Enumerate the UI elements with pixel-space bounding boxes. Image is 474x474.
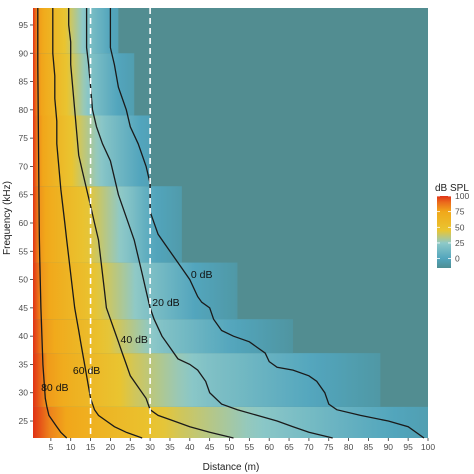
colorbar-tick-label: 100 <box>455 191 469 201</box>
colorbar-legend: dB SPL 100 75 50 25 0 <box>435 183 469 268</box>
x-tick-label: 100 <box>421 442 435 452</box>
y-tick-label: 30 <box>19 388 29 398</box>
colorbar-tick-label: 0 <box>455 254 460 264</box>
y-tick-label: 95 <box>19 20 29 30</box>
contour-label-80db: 80 dB <box>41 382 68 394</box>
frequency-band <box>33 319 294 354</box>
y-axis-title: Frequency (kHz) <box>2 181 13 255</box>
contour-label-20db: 20 dB <box>152 297 179 309</box>
y-tick-label: 50 <box>19 275 29 285</box>
contour-label-0db: 0 dB <box>191 269 213 281</box>
frequency-band <box>33 186 182 263</box>
colorbar-tick-label: 25 <box>455 238 465 248</box>
y-tick-label: 25 <box>19 416 29 426</box>
contour-label-40db: 40 dB <box>121 334 148 346</box>
colorbar <box>437 196 451 268</box>
x-tick-label: 85 <box>364 442 374 452</box>
x-tick-label: 80 <box>344 442 354 452</box>
legend-title: dB SPL <box>435 183 469 194</box>
frequency-band <box>33 115 151 187</box>
frequency-band <box>33 353 381 407</box>
x-tick-label: 45 <box>205 442 215 452</box>
y-tick-label: 90 <box>19 48 29 58</box>
y-tick-label: 75 <box>19 133 29 143</box>
frequency-band <box>33 53 135 116</box>
y-tick-label: 85 <box>19 77 29 87</box>
contour-line-0db <box>109 8 425 439</box>
x-tick-label: 70 <box>304 442 314 452</box>
x-tick-label: 35 <box>165 442 175 452</box>
x-axis-title: Distance (m) <box>203 462 260 473</box>
y-tick-label: 35 <box>19 359 29 369</box>
y-tick-label: 80 <box>19 105 29 115</box>
x-tick-label: 20 <box>106 442 116 452</box>
x-tick-label: 60 <box>264 442 274 452</box>
x-tick-label: 15 <box>86 442 96 452</box>
y-tick-label: 55 <box>19 246 29 256</box>
x-tick-label: 25 <box>126 442 136 452</box>
colorbar-tick-label: 50 <box>455 222 465 232</box>
x-tick-label: 30 <box>145 442 155 452</box>
contour-line-20db <box>85 8 333 439</box>
y-tick-label: 60 <box>19 218 29 228</box>
x-tick-label: 10 <box>66 442 76 452</box>
y-tick-label: 40 <box>19 331 29 341</box>
x-axis: 5 10 15 20 25 30 35 40 45 50 55 60 65 70 75 80 85 90 95 100 <box>48 438 435 452</box>
contour-line-80db <box>37 8 68 439</box>
y-tick-label: 70 <box>19 161 29 171</box>
contour-label-60db: 60 dB <box>73 365 100 377</box>
y-axis: 25 30 35 40 45 50 55 60 65 70 75 80 85 90 95 <box>19 20 33 426</box>
frequency-band <box>33 406 428 438</box>
x-tick-label: 95 <box>403 442 413 452</box>
heatmap-bands <box>33 8 428 438</box>
x-tick-label: 90 <box>384 442 394 452</box>
x-tick-label: 65 <box>284 442 294 452</box>
y-tick-label: 45 <box>19 303 29 313</box>
reference-lines <box>89 8 151 438</box>
colorbar-tick-label: 75 <box>455 207 465 217</box>
contour-labels: 0 dB 20 dB 40 dB 60 dB 80 dB <box>41 269 212 394</box>
x-tick-label: 40 <box>185 442 195 452</box>
frequency-band <box>33 262 238 320</box>
y-tick-label: 65 <box>19 190 29 200</box>
frequency-band <box>33 8 119 54</box>
contour-line-60db <box>52 8 143 439</box>
x-tick-label: 50 <box>225 442 235 452</box>
contour-lines <box>37 8 425 439</box>
x-tick-label: 5 <box>48 442 53 452</box>
x-tick-label: 55 <box>245 442 255 452</box>
x-tick-label: 75 <box>324 442 334 452</box>
